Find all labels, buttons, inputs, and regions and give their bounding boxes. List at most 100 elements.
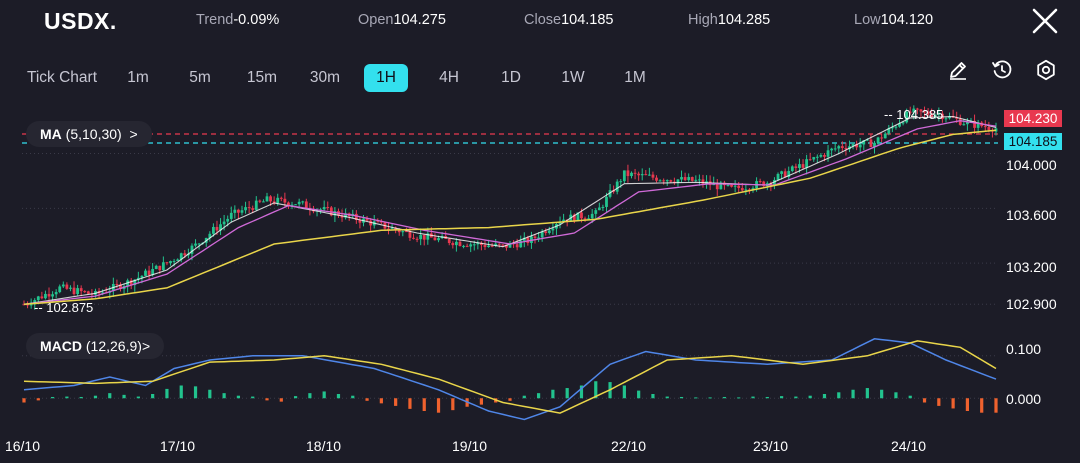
candle-body — [594, 210, 598, 214]
candle-body — [415, 238, 419, 240]
candle-body — [190, 245, 194, 254]
tab-15m[interactable]: 15m — [246, 69, 278, 86]
candle-body — [651, 174, 655, 178]
gridlines — [22, 153, 998, 399]
candle-body — [133, 279, 137, 286]
tab-1mo[interactable]: 1M — [624, 69, 646, 86]
macd-histogram-bar — [551, 389, 555, 399]
macd-histogram-bar — [365, 398, 369, 401]
candle-body — [912, 108, 916, 113]
candle-body — [794, 166, 798, 169]
candle-body — [844, 148, 848, 150]
macd-histogram-bar — [379, 398, 383, 404]
candle-body — [933, 114, 937, 117]
candle-body — [751, 188, 755, 190]
candle-body — [61, 284, 65, 287]
candle-body — [544, 231, 548, 233]
tab-4h[interactable]: 4H — [439, 69, 459, 86]
macd-histogram-bar — [765, 396, 769, 399]
pencil-icon[interactable] — [946, 58, 970, 82]
macd-histogram-bar — [208, 389, 212, 399]
candle-body — [247, 207, 251, 209]
candle-body — [151, 268, 155, 275]
macd-histogram-bar — [880, 389, 884, 399]
candle-body — [79, 288, 83, 292]
candle-body — [251, 208, 255, 210]
tab-1h[interactable]: 1H — [364, 64, 408, 92]
candle-body — [379, 221, 383, 223]
tab-1w[interactable]: 1W — [561, 69, 585, 86]
candle-body — [715, 183, 719, 190]
candle-body — [887, 128, 891, 134]
tab-5m[interactable]: 5m — [189, 69, 211, 86]
candle-body — [894, 126, 898, 128]
candle-body — [905, 111, 909, 123]
history-clock-icon[interactable] — [990, 58, 1014, 82]
candle-body — [254, 200, 258, 210]
candle-body — [83, 291, 87, 293]
y-tick-label: 104.000 — [1006, 157, 1057, 173]
macd-histogram-bar — [322, 391, 326, 399]
candle-body — [633, 172, 637, 174]
macd-lines — [23, 338, 997, 421]
macd-histogram-bar — [265, 398, 269, 401]
macd-histogram-bar — [637, 390, 641, 399]
candle-body — [480, 242, 483, 245]
tab-30m[interactable]: 30m — [309, 69, 341, 86]
candle-body — [830, 148, 834, 151]
candle-body — [522, 237, 526, 241]
candle-body — [458, 241, 462, 247]
candle-body — [862, 140, 866, 145]
prev-price-tag: 104.230 — [1004, 110, 1062, 127]
candle-body — [551, 228, 555, 231]
candle-body — [587, 218, 591, 220]
low-label: Low — [854, 12, 881, 28]
candle-body — [690, 177, 694, 181]
timeframe-tabs: Tick Chart 1m 5m 15m 30m 1H 4H 1D 1W 1M — [0, 64, 680, 94]
candle-body — [72, 287, 76, 295]
candle-body — [497, 243, 501, 245]
candle-body — [869, 139, 873, 147]
candle-body — [144, 270, 147, 276]
candle-body — [26, 304, 29, 306]
candle-body — [915, 108, 919, 110]
candle-body — [294, 204, 297, 206]
candle-body — [36, 296, 40, 301]
candle-body — [958, 118, 962, 125]
macd-histogram-bar — [722, 396, 727, 399]
candle-body — [44, 293, 47, 299]
macd-histogram-bar — [622, 385, 626, 399]
candle-body — [47, 293, 51, 297]
candle-body — [994, 128, 998, 132]
candle-body — [333, 211, 337, 216]
current-price-tag: 104.185 — [1004, 133, 1062, 150]
candle-body — [876, 137, 880, 143]
candle-body — [640, 174, 644, 176]
ma-label: MA — [40, 126, 62, 142]
candle-body — [304, 201, 308, 208]
candle-body — [354, 213, 358, 220]
candle-body — [437, 238, 440, 241]
ma-indicator-pill[interactable]: MA (5,10,30) > — [26, 121, 152, 147]
candle-body — [590, 213, 594, 219]
candle-body — [662, 180, 666, 182]
settings-gear-icon[interactable] — [1034, 58, 1058, 82]
candle-body — [169, 261, 172, 264]
tab-1d[interactable]: 1D — [501, 69, 521, 86]
close-x-icon[interactable] — [1030, 6, 1060, 36]
candle-body — [408, 231, 412, 238]
macd-indicator-pill[interactable]: MACD (12,26,9)> — [26, 333, 165, 359]
tab-tick-chart[interactable]: Tick Chart — [26, 69, 98, 86]
macd-histogram-bar — [894, 392, 898, 399]
candle-body — [923, 111, 926, 113]
candle-body — [154, 265, 158, 269]
candle-body — [926, 111, 930, 115]
candle-body — [447, 238, 451, 244]
macd-histogram-bar — [251, 396, 255, 399]
candle-body — [465, 245, 469, 247]
tab-1m[interactable]: 1m — [127, 69, 149, 86]
candle-body — [680, 177, 683, 180]
candle-body — [901, 122, 905, 124]
candle-body — [69, 287, 72, 289]
